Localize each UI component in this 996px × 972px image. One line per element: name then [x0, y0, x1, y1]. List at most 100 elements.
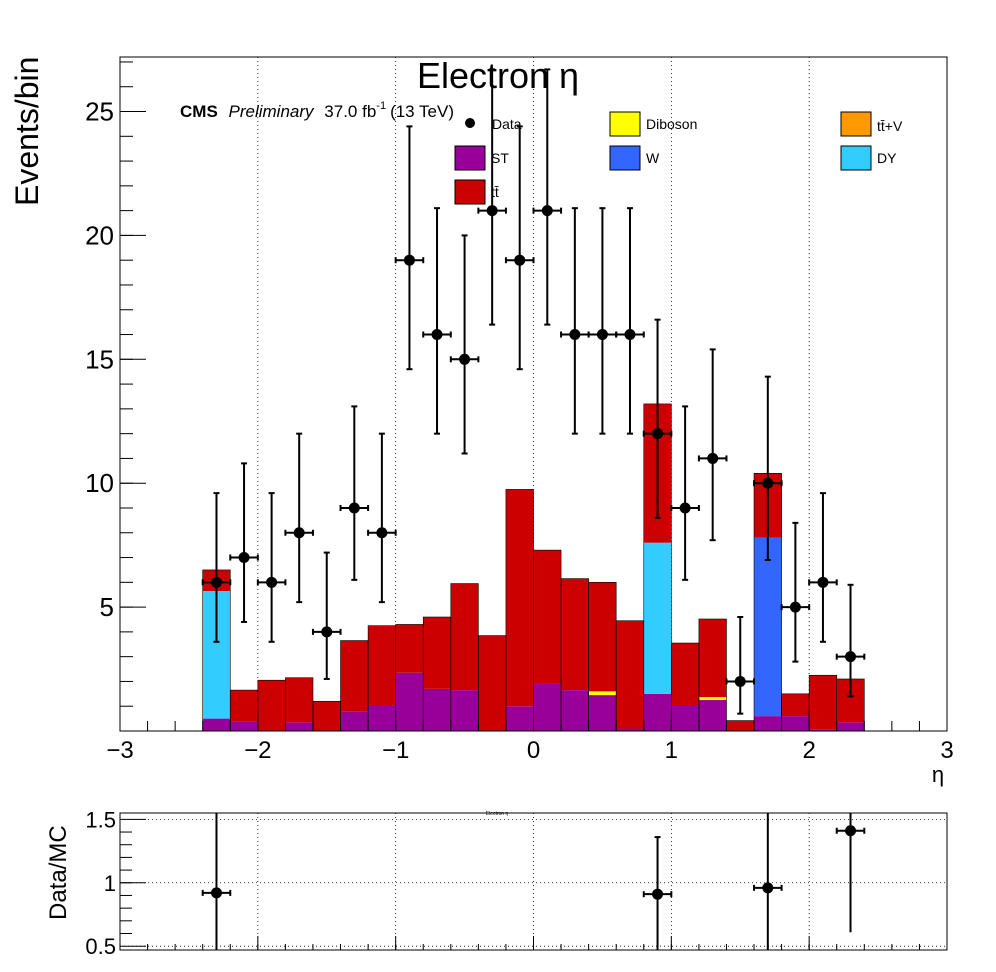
data-point: [642, 318, 673, 519]
ratio-point: [753, 813, 783, 950]
data-marker: [624, 329, 636, 341]
bar-tt: [809, 675, 837, 730]
bar-st: [368, 704, 396, 731]
y-tick-label: 15: [85, 344, 114, 374]
data-point: [284, 432, 314, 604]
bar-tt: [533, 550, 562, 684]
data-point: [339, 405, 370, 581]
cms-label: CMS Preliminary 37.0 fb-1 (13 TeV): [180, 100, 454, 121]
bar-dy: [643, 542, 672, 694]
data-point: [615, 207, 645, 435]
legend-entry-data: Data: [465, 116, 522, 132]
bar-st: [450, 690, 479, 731]
bar-st: [754, 716, 782, 731]
data-marker: [679, 502, 691, 514]
data-point: [504, 125, 535, 371]
stacked-histogram: [202, 403, 865, 732]
ratio-marker: [762, 882, 774, 894]
ratio-plot-panel: 0.5 1 1.5: [85, 807, 948, 959]
y-tick-label: 20: [85, 220, 114, 250]
bar-w: [754, 537, 782, 717]
data-point: [229, 462, 259, 623]
legend-label-st: ST: [491, 150, 509, 166]
data-marker: [348, 502, 360, 514]
bar-tt: [726, 720, 755, 731]
bar-tt: [368, 625, 396, 705]
data-marker: [376, 527, 388, 539]
data-marker: [707, 452, 719, 464]
main-grid: [257, 57, 810, 731]
legend-label-ttv: tt̄+V: [877, 118, 903, 134]
data-point: [532, 68, 563, 326]
data-marker: [569, 329, 581, 341]
bar-st: [533, 683, 562, 731]
bar-st: [230, 721, 258, 731]
legend-label-tt: tt̄: [491, 184, 499, 200]
data-marker: [845, 651, 857, 663]
data-point: [753, 375, 783, 562]
bar-tt: [395, 624, 424, 673]
y-axis-label: Events/bin: [9, 57, 45, 206]
data-marker: [817, 576, 829, 588]
data-point: [477, 68, 507, 326]
lumi-exponent: -1: [376, 100, 386, 112]
data-point: [835, 583, 866, 698]
bar-tt: [230, 690, 258, 722]
data-marker: [210, 576, 222, 588]
bar-tt: [423, 617, 451, 689]
bar-diboson: [588, 691, 617, 696]
ratio-point: [835, 813, 866, 933]
data-marker: [541, 205, 553, 217]
data-marker: [734, 675, 746, 687]
ratio-axis-ticks: 0.5 1 1.5: [85, 807, 948, 959]
legend-entry-dy: DY: [840, 145, 897, 171]
bar-tt: [588, 582, 617, 692]
bar-tt: [312, 701, 341, 731]
bar-st: [561, 690, 589, 731]
ratio-marker: [652, 888, 664, 900]
x-tick-label: −1: [382, 737, 409, 764]
x-tick-label: −3: [106, 737, 133, 764]
data-marker: [596, 329, 608, 341]
bar-tt: [698, 618, 727, 698]
bar-tt: [340, 640, 369, 712]
bar-st: [698, 700, 727, 731]
main-axis-ticks: −3 −2 −1 0 1 2 3 5 10 15 20 25: [85, 61, 954, 764]
bar-st: [340, 711, 369, 731]
bar-tt: [561, 578, 589, 691]
x-tick-label: −2: [244, 737, 271, 764]
legend-label-diboson: Diboson: [646, 116, 697, 132]
ratio-point: [642, 836, 673, 950]
y-tick-label: 5: [100, 592, 114, 622]
bar-tt: [450, 583, 479, 691]
legend-entry-ttv: tt̄+V: [840, 111, 903, 137]
bar-diboson: [698, 697, 727, 701]
ratio-points: [201, 813, 866, 950]
ratio-y-tick-label: 0.5: [85, 934, 116, 959]
data-point: [394, 125, 425, 371]
data-point: [560, 207, 590, 435]
y-tick-label: 25: [85, 97, 114, 127]
data-point: [808, 492, 838, 643]
lumi-text: 37.0 fb: [324, 102, 376, 121]
bar-st: [836, 722, 865, 731]
bar-st: [202, 718, 231, 731]
data-marker: [403, 254, 415, 266]
ratio-title: Electron η: [486, 811, 509, 817]
bar-tt: [285, 677, 313, 723]
cms-text: CMS: [180, 102, 218, 121]
bar-st: [616, 728, 644, 731]
x-tick-label: 1: [665, 737, 678, 764]
data-marker: [459, 353, 471, 365]
data-point: [670, 405, 700, 581]
bar-st: [423, 688, 451, 731]
bar-st: [809, 729, 837, 731]
data-point: [422, 207, 452, 435]
legend: Data Diboson tt̄+V ST W DY tt̄: [454, 111, 903, 205]
legend-label-dy: DY: [877, 150, 897, 166]
data-marker: [762, 477, 774, 489]
chart-title: Electron η: [417, 55, 579, 96]
data-marker: [431, 329, 443, 341]
bar-tt: [478, 635, 506, 731]
